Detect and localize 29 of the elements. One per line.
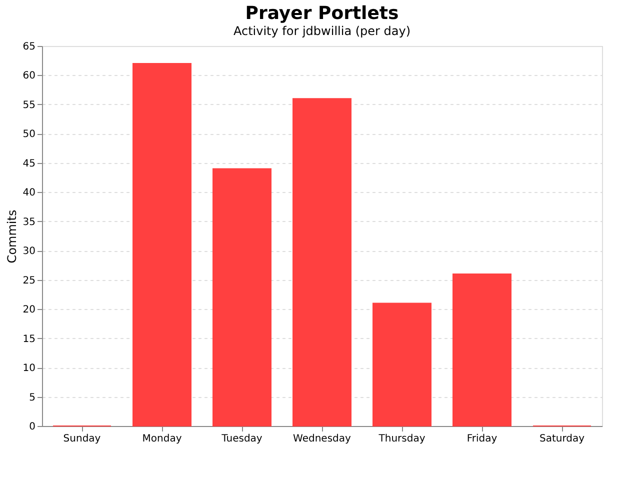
y-tick-label: 30 <box>22 246 36 258</box>
bar <box>212 168 272 426</box>
y-tick-label: 25 <box>22 275 36 286</box>
y-tick-label: 10 <box>22 363 36 374</box>
x-tick-label: Thursday <box>378 434 426 444</box>
chart-subtitle: Activity for jdbwillia (per day) <box>233 24 411 38</box>
y-tick-label: 40 <box>22 188 36 199</box>
x-tick-label: Wednesday <box>293 434 352 444</box>
y-tick-label: 60 <box>22 70 36 82</box>
bar <box>372 302 432 426</box>
x-tick-label: Sunday <box>63 434 101 444</box>
y-axis-title: Commits <box>4 210 19 264</box>
y-tick-label: 65 <box>22 42 36 52</box>
y-tick-label: 45 <box>22 158 36 170</box>
x-tick-label: Friday <box>466 434 498 444</box>
y-tick-label: 15 <box>22 334 36 345</box>
bar <box>452 274 512 426</box>
y-tick-label: 35 <box>22 216 36 228</box>
bar <box>132 63 192 426</box>
x-tick-label: Saturday <box>539 434 585 444</box>
chart-title: Prayer Portlets <box>245 3 399 24</box>
bar <box>292 98 352 426</box>
y-tick-label: 5 <box>29 392 36 404</box>
y-tick-label: 55 <box>22 100 36 111</box>
y-tick-label: 0 <box>29 422 36 432</box>
x-tick-label: Tuesday <box>220 434 262 444</box>
y-tick-label: 20 <box>22 304 36 316</box>
y-tick-label: 50 <box>22 129 36 140</box>
x-tick-label: Monday <box>142 434 182 444</box>
